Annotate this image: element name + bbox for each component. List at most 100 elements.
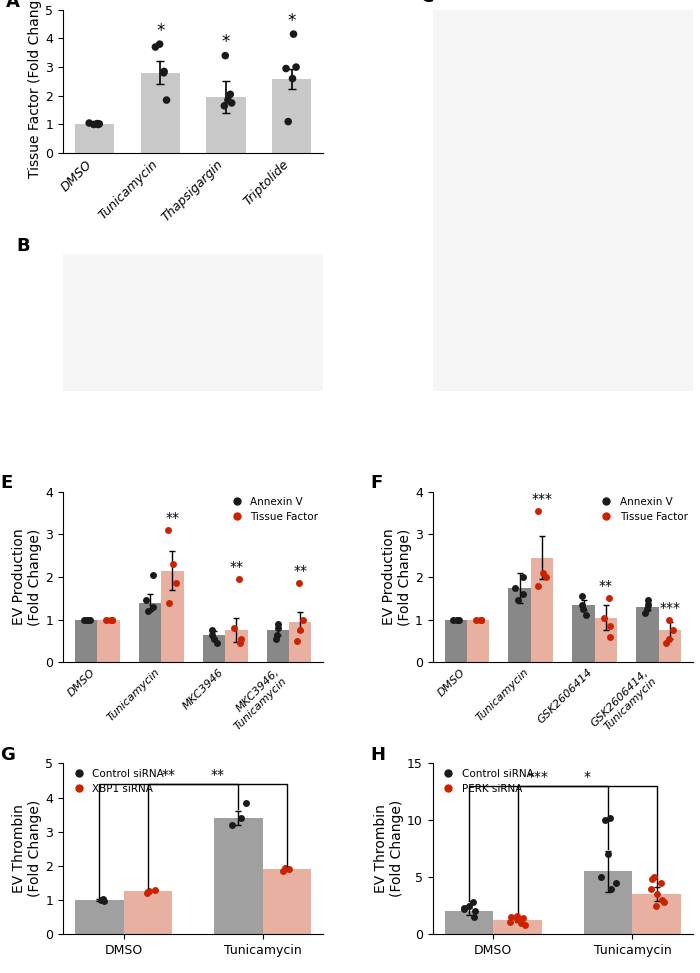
Point [154,36,165,52]
Point [648,870,659,885]
Point [272,621,284,636]
Point [147,567,158,583]
Point [106,612,118,628]
Point [658,894,669,910]
Point [241,795,252,811]
Text: **: ** [230,560,244,574]
Point [78,612,89,628]
Point [288,26,299,42]
Point [206,623,218,638]
Point [643,593,654,608]
Point [168,557,179,572]
Point [83,612,94,628]
Text: ***: *** [531,491,552,506]
Point [283,114,294,129]
Point [287,71,298,87]
Point [218,98,230,114]
Text: ***: *** [528,770,549,784]
Bar [262,869,312,934]
Point [511,908,522,923]
Bar [267,631,289,663]
Text: *: * [584,770,591,784]
Bar [75,125,114,153]
Point [603,591,615,606]
Bar [225,631,248,663]
Point [106,612,117,628]
Point [505,909,517,924]
Point [223,92,234,108]
Point [540,569,552,585]
Point [595,870,606,885]
Point [469,909,480,924]
Text: *: * [156,21,164,40]
Text: B: B [16,237,30,255]
Text: **: ** [162,768,176,782]
Point [505,914,516,929]
Point [610,875,621,890]
Bar [289,622,312,663]
Text: **: ** [599,579,613,594]
Point [533,578,544,594]
Point [576,597,587,613]
Point [604,811,615,826]
Point [517,569,528,585]
Bar [75,900,124,934]
Point [279,860,290,876]
Point [98,893,109,909]
Bar [139,602,161,663]
Point [158,63,169,79]
Point [515,915,526,930]
Point [234,571,245,587]
Legend: Annexin V, Tissue Factor: Annexin V, Tissue Factor [596,497,688,523]
Point [458,900,470,916]
Bar [636,607,659,663]
Text: A: A [6,0,20,11]
Point [602,847,613,862]
Point [645,881,657,896]
Point [150,39,161,54]
Point [225,87,236,102]
Point [220,48,231,63]
Y-axis label: EV Thrombin
(Fold Change): EV Thrombin (Fold Change) [374,800,405,897]
Y-axis label: EV Thrombin
(Fold Change): EV Thrombin (Fold Change) [13,800,43,897]
Point [476,612,487,628]
Point [161,92,172,108]
Point [475,612,486,628]
Y-axis label: Tissue Factor (Fold Change): Tissue Factor (Fold Change) [29,0,43,177]
Point [647,872,658,887]
Point [92,116,103,131]
Bar [494,920,542,934]
Point [518,911,529,926]
Point [83,115,94,130]
Point [517,587,528,602]
Point [581,608,592,624]
Bar [444,912,493,934]
Point [453,612,464,628]
Point [510,580,521,595]
Point [294,576,305,592]
Point [476,612,487,628]
Point [235,631,246,647]
Bar [632,894,681,934]
Point [298,612,309,628]
Bar [214,818,262,934]
Bar [97,620,120,663]
Point [81,612,92,628]
Point [208,631,219,647]
Point [514,913,525,928]
Point [290,59,302,75]
Point [171,576,182,592]
Point [144,883,155,899]
Bar [161,570,183,663]
Point [468,894,479,910]
Point [158,65,169,81]
Point [95,892,106,908]
Point [94,116,105,131]
Bar [444,620,467,663]
Point [600,812,611,828]
Y-axis label: EV Production
(Fold Change): EV Production (Fold Change) [382,528,412,626]
Bar [595,618,617,663]
Bar [75,620,97,663]
Point [512,912,523,927]
Point [273,616,284,631]
